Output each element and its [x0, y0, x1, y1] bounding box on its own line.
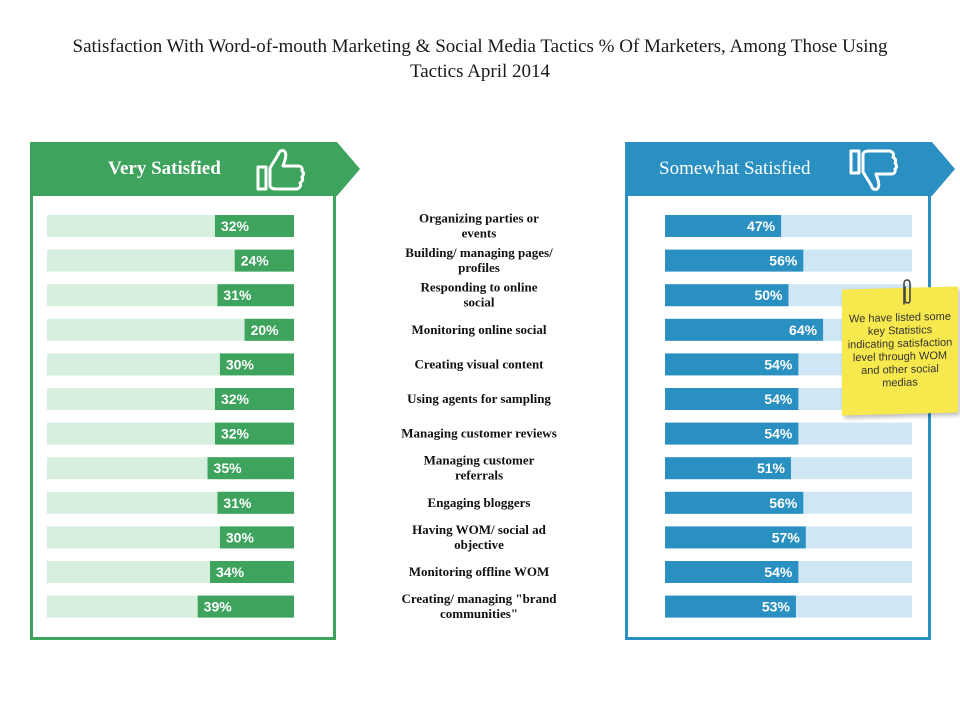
- right-bar: [665, 526, 806, 549]
- right-bar-label: 54%: [764, 426, 793, 442]
- category-label-line: social: [463, 295, 494, 310]
- category-label: Building/ managing pages/profiles: [405, 245, 553, 275]
- sticky-note: We have listed some key Statistics indic…: [838, 278, 960, 418]
- right-bar: [665, 215, 782, 237]
- left-bar: [214, 215, 294, 237]
- chart-title: Satisfaction With Word-of-mouth Marketin…: [72, 36, 888, 82]
- left-bar-label: 35%: [214, 460, 243, 476]
- category-label-line: referrals: [455, 468, 503, 483]
- right-bar: [665, 595, 796, 618]
- category-label-line: Managing customer: [424, 453, 535, 468]
- left-bar: [214, 422, 294, 445]
- category-label-line: profiles: [458, 260, 500, 275]
- right-bar-label: 50%: [754, 287, 783, 303]
- category-label: Creating/ managing "brand communities": [401, 591, 557, 621]
- category-label-line: Creating/ managing "brand: [401, 591, 557, 606]
- right-bar-label: 53%: [762, 599, 791, 615]
- left-bar-label: 32%: [221, 426, 250, 442]
- category-label: Managing customer reviews: [401, 426, 557, 441]
- right-bar-label: 54%: [764, 391, 793, 407]
- somewhat-satisfied-label: Somewhat Satisfied: [659, 158, 811, 179]
- category-label-line: Engaging bloggers: [428, 495, 531, 510]
- very-satisfied-label: Very Satisfied: [108, 158, 221, 179]
- category-label: Using agents for sampling: [407, 391, 551, 406]
- category-label-line: Responding to online: [420, 280, 537, 295]
- somewhat-satisfied-banner: [625, 142, 955, 196]
- right-bar-label: 57%: [772, 529, 801, 545]
- left-bar: [244, 318, 294, 341]
- right-bar-label: 51%: [757, 460, 786, 476]
- category-label-line: events: [462, 226, 497, 241]
- category-label-line: Monitoring online social: [411, 322, 546, 337]
- left-bar-label: 32%: [221, 391, 250, 407]
- right-bar: [665, 491, 804, 514]
- category-label-line: Organizing parties or: [419, 211, 539, 226]
- left-bar-label: 30%: [226, 529, 255, 545]
- category-label-line: Building/ managing pages/: [405, 245, 553, 260]
- thumbs-up-icon: [256, 149, 305, 191]
- left-track: [47, 249, 294, 272]
- right-bar: [665, 422, 799, 445]
- category-label-line: Having WOM/ social ad: [412, 522, 547, 537]
- left-bar-label: 34%: [216, 564, 245, 580]
- right-bar: [665, 457, 791, 480]
- category-label-line: Using agents for sampling: [407, 391, 551, 406]
- left-bar-label: 31%: [223, 287, 252, 303]
- left-bar-label: 39%: [204, 599, 233, 615]
- right-bar: [665, 249, 804, 272]
- category-label-line: Monitoring offline WOM: [409, 564, 550, 579]
- left-bar: [217, 284, 294, 307]
- paperclip-icon: [903, 279, 911, 305]
- category-label: Engaging bloggers: [428, 495, 531, 510]
- left-bar: [197, 595, 294, 618]
- left-bar: [219, 526, 294, 549]
- category-label: Managing customer referrals: [424, 453, 535, 483]
- very-satisfied-banner: [30, 142, 360, 196]
- right-bar-label: 64%: [789, 322, 818, 338]
- left-bar-label: 30%: [226, 356, 255, 372]
- category-label-line: communities": [440, 606, 518, 621]
- left-bar: [214, 388, 294, 410]
- left-bar: [207, 457, 294, 480]
- category-label: Monitoring online social: [411, 322, 546, 337]
- right-bar-label: 54%: [764, 564, 793, 580]
- category-label: Having WOM/ social ad objective: [412, 522, 547, 552]
- category-label-line: objective: [454, 537, 504, 552]
- right-bar: [665, 318, 824, 341]
- right-bar: [665, 284, 789, 307]
- category-label: Monitoring offline WOM: [409, 564, 550, 579]
- thumbs-down-icon: [849, 149, 898, 191]
- category-label-line: Creating visual content: [414, 356, 544, 371]
- left-bar-label: 24%: [241, 253, 270, 269]
- left-bar-label: 31%: [223, 495, 252, 511]
- category-label: Creating visual content: [414, 356, 544, 371]
- right-bar: [665, 353, 799, 376]
- left-track: [47, 318, 294, 341]
- very-satisfied-panel: Very Satisfied: [30, 142, 360, 640]
- right-bar-label: 47%: [747, 218, 776, 234]
- category-label: Responding to online social: [420, 280, 537, 310]
- left-bar-label: 32%: [221, 218, 250, 234]
- left-bar: [210, 561, 294, 583]
- right-bar-label: 56%: [769, 253, 798, 269]
- right-bar: [665, 561, 799, 583]
- left-bar: [234, 249, 294, 272]
- right-bar-label: 56%: [769, 495, 798, 511]
- left-bar-label: 20%: [251, 322, 280, 338]
- left-bar: [217, 491, 294, 514]
- right-bar: [665, 388, 799, 410]
- category-label-line: Managing customer reviews: [401, 426, 557, 441]
- category-label: Organizing parties or events: [419, 211, 539, 241]
- right-bar-label: 54%: [764, 356, 793, 372]
- left-bar: [219, 353, 294, 376]
